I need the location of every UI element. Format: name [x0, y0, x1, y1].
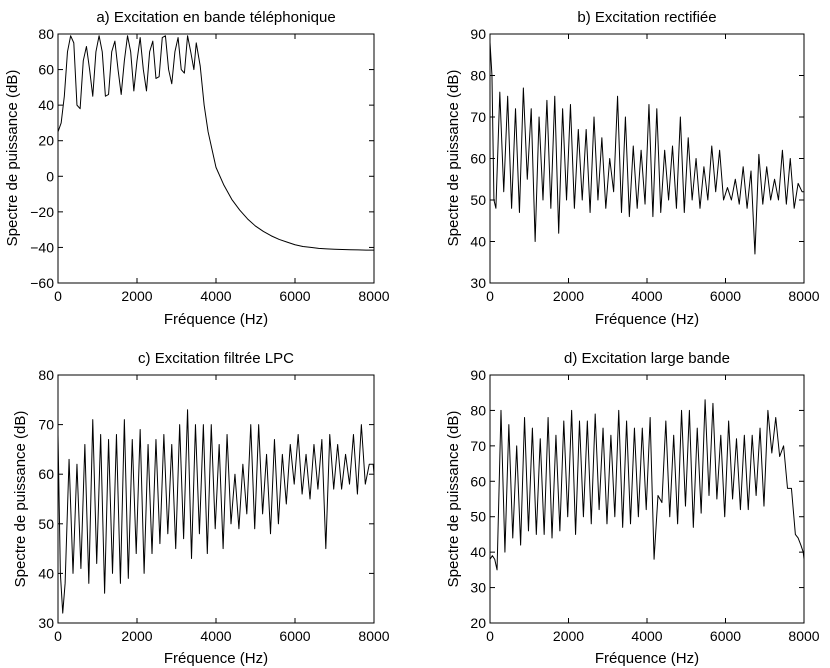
panel-a-xtick-label: 0 — [54, 288, 62, 304]
panel-d-frame — [489, 374, 805, 624]
panel-b-xticks: 0 2000 4000 6000 8000 — [486, 34, 820, 304]
panel-a-ytick-label: −40 — [30, 239, 54, 255]
panel-a-ytick-label: −60 — [30, 275, 54, 291]
panel-a-xtick-label: 4000 — [200, 288, 231, 304]
panel-a-xticks: 0 2000 4000 6000 8000 — [54, 34, 390, 304]
panel-d-ytick-label: 30 — [470, 580, 486, 596]
panel-a-xtick-label: 6000 — [279, 288, 310, 304]
panel-a-ytick-label: 0 — [46, 168, 54, 184]
panel-d-yticks: 20 30 40 50 60 70 80 90 — [470, 367, 804, 631]
panel-c-ytick-label: 40 — [38, 565, 54, 581]
panel-c-xtick-label: 0 — [54, 628, 62, 644]
panel-b-ytick-label: 50 — [470, 192, 486, 208]
panel-a-series-line — [57, 35, 374, 251]
panel-b-xtick-label: 4000 — [631, 288, 662, 304]
panel-d-ytick-label: 90 — [470, 367, 486, 383]
panel-d-ytick-label: 20 — [470, 615, 486, 631]
panel-c-ytick-label: 50 — [38, 516, 54, 532]
panel-c-yticks: 30 40 50 60 70 80 — [38, 367, 374, 631]
panel-a-frame — [57, 33, 375, 284]
panel-a-ylabel: Spectre de puissance (dB) — [4, 70, 21, 247]
panel-d-xtick-label: 8000 — [788, 628, 819, 644]
panel-c-ytick-label: 60 — [38, 466, 54, 482]
panel-d-ytick-label: 80 — [470, 402, 486, 418]
panel-b-xtick-label: 2000 — [553, 288, 584, 304]
panel-d-xlabel: Fréquence (Hz) — [595, 650, 699, 667]
panel-a-xtick-label: 8000 — [358, 288, 389, 304]
panel-c-xtick-label: 6000 — [279, 628, 310, 644]
panel-d-xticks: 0 2000 4000 6000 8000 — [486, 375, 820, 644]
panel-a: a) Excitation en bande téléphonique −60−… — [4, 9, 390, 328]
panel-c-ytick-label: 80 — [38, 367, 54, 383]
panel-a-xlabel: Fréquence (Hz) — [164, 311, 268, 328]
panel-b-xtick-label: 8000 — [788, 288, 819, 304]
panel-c-xlabel: Fréquence (Hz) — [164, 650, 268, 667]
panel-b-xlabel: Fréquence (Hz) — [595, 311, 699, 328]
panel-d: d) Excitation large bande 20 30 40 50 60 70 80… — [445, 350, 820, 667]
panel-a-xtick-label: 2000 — [121, 288, 152, 304]
panel-d-xtick-label: 6000 — [710, 628, 741, 644]
panel-b-yticks: 30 40 50 60 70 80 90 — [470, 26, 804, 291]
panel-b-ytick-label: 60 — [470, 151, 486, 167]
panel-c-xtick-label: 2000 — [121, 628, 152, 644]
panel-c-ytick-label: 30 — [38, 615, 54, 631]
panel-a-ytick-label: 20 — [38, 133, 54, 149]
panel-c-title: c) Excitation filtrée LPC — [138, 350, 294, 367]
panel-c-xtick-label: 8000 — [358, 628, 389, 644]
panel-d-ytick-label: 60 — [470, 473, 486, 489]
panel-b: b) Excitation rectifiée 30 40 50 60 70 80 90 0… — [445, 9, 820, 328]
panel-c-series-line — [57, 409, 375, 614]
panel-d-xtick-label: 4000 — [631, 628, 662, 644]
panel-a-title: a) Excitation en bande téléphonique — [96, 9, 335, 26]
panel-b-frame — [489, 33, 805, 284]
panel-c-ylabel: Spectre de puissance (dB) — [12, 411, 29, 588]
panel-d-xtick-label: 2000 — [553, 628, 584, 644]
panel-d-ylabel: Spectre de puissance (dB) — [445, 411, 462, 588]
panel-a-ytick-label: 60 — [38, 62, 54, 78]
panel-b-title: b) Excitation rectifiée — [577, 9, 716, 26]
panel-b-ytick-label: 80 — [470, 68, 486, 84]
panel-c-xtick-label: 4000 — [200, 628, 231, 644]
panel-d-ytick-label: 70 — [470, 438, 486, 454]
panel-d-ytick-label: 50 — [470, 509, 486, 525]
panel-a-ytick-label: −20 — [30, 204, 54, 220]
panel-a-ytick-label: 40 — [38, 97, 54, 113]
panel-a-yticks: −60 −40 −20 0 20 40 60 80 — [30, 26, 374, 291]
panel-c-frame — [57, 374, 375, 624]
panel-b-xtick-label: 0 — [486, 288, 494, 304]
panel-a-ytick-label: 80 — [38, 26, 54, 42]
panel-b-series-line — [489, 42, 804, 255]
panel-c: c) Excitation filtrée LPC 30 40 50 60 70 80 0… — [12, 350, 390, 667]
panel-b-ytick-label: 70 — [470, 109, 486, 125]
panel-d-series-line — [489, 399, 805, 571]
panel-b-ytick-label: 90 — [470, 26, 486, 42]
panel-c-ytick-label: 70 — [38, 417, 54, 433]
panel-b-ytick-label: 40 — [470, 234, 486, 250]
panel-d-ytick-label: 40 — [470, 544, 486, 560]
panel-b-xtick-label: 6000 — [710, 288, 741, 304]
panel-d-xtick-label: 0 — [486, 628, 494, 644]
panel-b-ytick-label: 30 — [470, 275, 486, 291]
panel-d-title: d) Excitation large bande — [564, 350, 730, 367]
panel-b-ylabel: Spectre de puissance (dB) — [445, 70, 462, 247]
